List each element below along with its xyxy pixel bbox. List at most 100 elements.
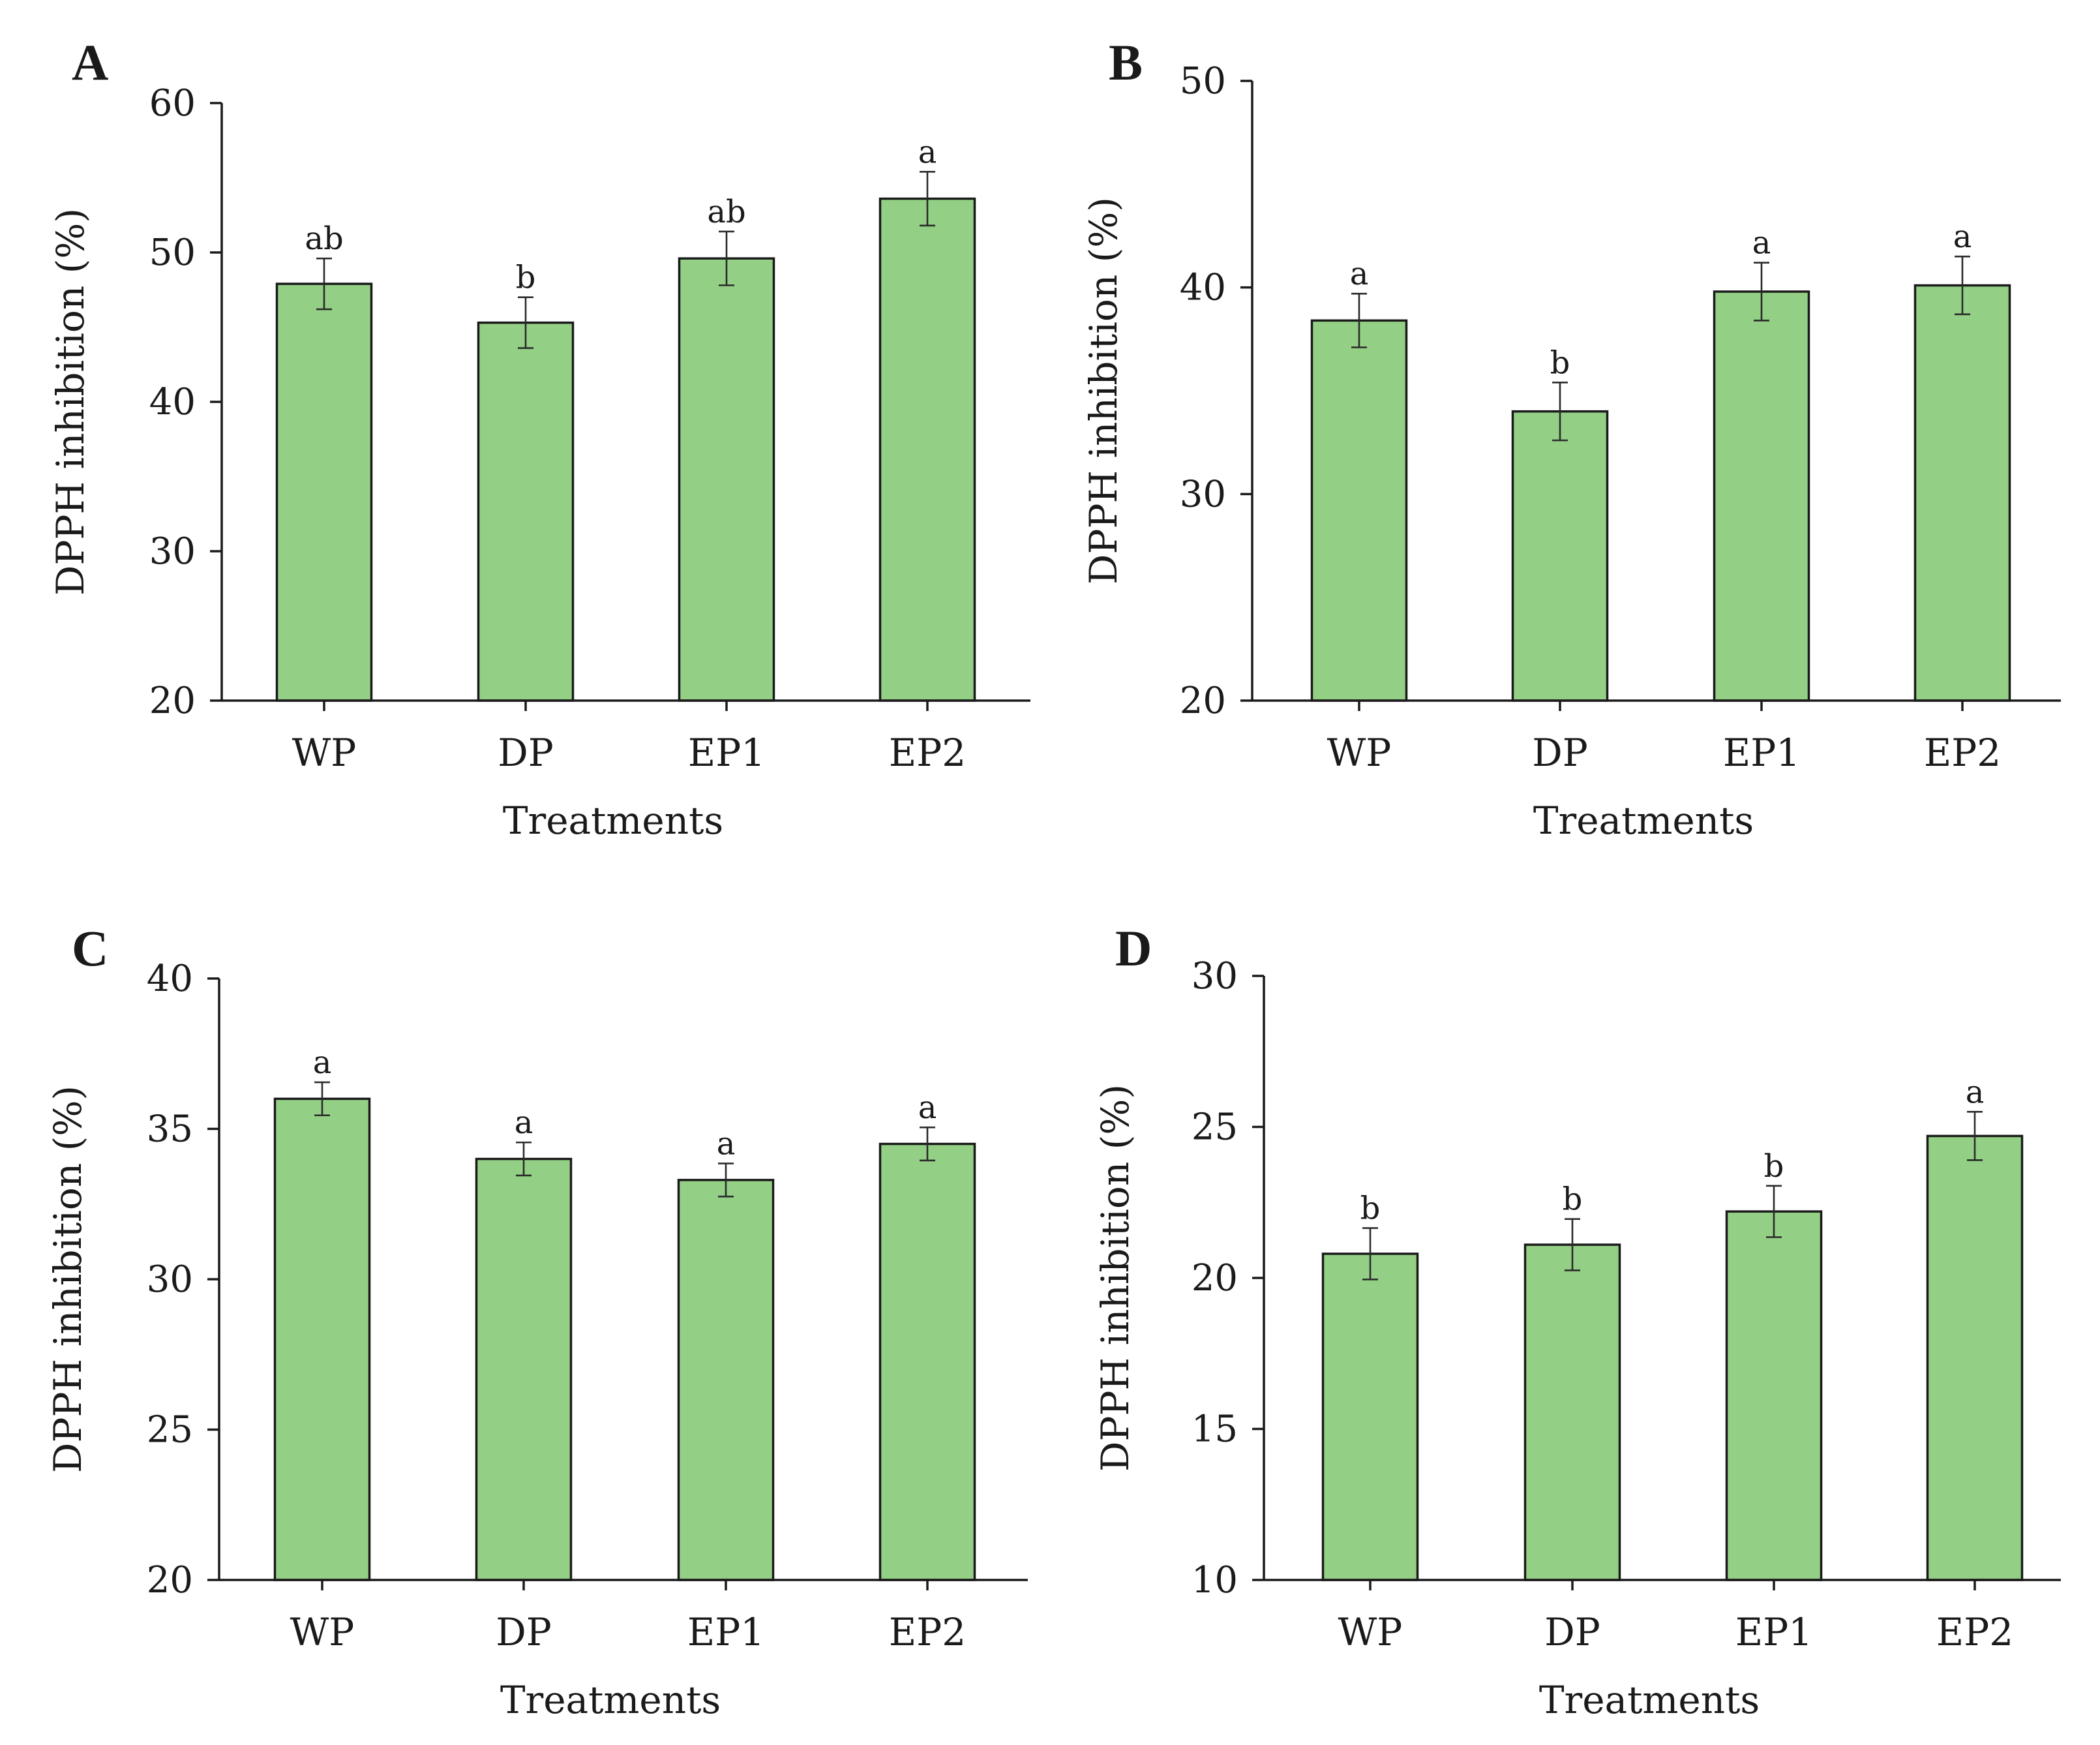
panel-d-bar-wp bbox=[1321, 1252, 1419, 1581]
panel-b-bar-ep2 bbox=[1913, 284, 2011, 702]
panel-a-y-tick-label: 40 bbox=[149, 381, 196, 423]
panel-b-error-bar-ep1 bbox=[1754, 262, 1769, 322]
panel-b-significance-ep1: a bbox=[1752, 225, 1771, 262]
panel-c-x-axis-title: Treatments bbox=[500, 1678, 721, 1722]
panel-a-bar-ep2 bbox=[878, 197, 976, 702]
panel-c-letter: C bbox=[72, 920, 108, 977]
panel-c-error-bar-ep2 bbox=[920, 1126, 935, 1162]
panel-a-y-tick-label: 60 bbox=[149, 82, 196, 125]
panel-a-bar-wp bbox=[275, 282, 373, 702]
panel-c-x-label-wp: WP bbox=[290, 1610, 355, 1654]
panel-b-y-tick-label: 40 bbox=[1180, 267, 1226, 309]
panel-c-bar-ep1 bbox=[677, 1179, 775, 1581]
panel-a-y-tick-label: 20 bbox=[149, 680, 196, 722]
panel-b-bar-wp bbox=[1310, 319, 1408, 702]
panel-a-significance-wp: ab bbox=[305, 220, 343, 257]
panel-c-y-tick-label: 40 bbox=[147, 958, 193, 1000]
panel-b-significance-wp: a bbox=[1350, 256, 1369, 292]
panel-b-error-bar-wp bbox=[1351, 292, 1367, 348]
panel-d-error-bar-dp bbox=[1565, 1218, 1580, 1271]
panel-b-significance-dp: b bbox=[1550, 344, 1570, 381]
panel-b-x-label-wp: WP bbox=[1327, 731, 1392, 775]
panel-c-error-bar-wp bbox=[314, 1081, 330, 1117]
panel-b-y-tick-label: 20 bbox=[1180, 680, 1226, 722]
panel-b-y-tick-label: 30 bbox=[1180, 473, 1226, 515]
panel-c-error-bar-ep1 bbox=[718, 1162, 734, 1198]
panel-b-y-tick-label: 50 bbox=[1180, 60, 1226, 102]
panel-a-x-label-ep2: EP2 bbox=[889, 731, 966, 775]
panel-b-error-bar-dp bbox=[1552, 382, 1568, 442]
panel-a-significance-ep1: ab bbox=[707, 194, 745, 230]
panel-c-y-tick-label: 25 bbox=[147, 1409, 193, 1451]
panel-c-significance-ep2: a bbox=[918, 1089, 937, 1126]
panel-a-error-bar-dp bbox=[518, 296, 533, 349]
panel-d-x-label-ep2: EP2 bbox=[1936, 1610, 2013, 1654]
panel-c: Ca WP a DP a EP1 a EP2 20 25 30 35 40 Treatments DPPH … bbox=[46, 920, 1028, 1722]
panel-d-significance-ep1: b bbox=[1764, 1148, 1784, 1185]
panel-d-error-bar-wp bbox=[1362, 1227, 1378, 1281]
panel-a-x-label-dp: DP bbox=[498, 731, 554, 775]
panel-a: Aab WP b DP ab EP1 a EP2 20 30 40 50 60 Treatments DPP… bbox=[48, 34, 1030, 843]
panel-c-bar-ep2 bbox=[878, 1142, 976, 1581]
panel-d-bar-ep1 bbox=[1725, 1210, 1823, 1581]
panel-d-significance-wp: b bbox=[1360, 1191, 1381, 1227]
panel-d-significance-dp: b bbox=[1563, 1181, 1583, 1218]
panel-a-x-label-ep1: EP1 bbox=[688, 731, 765, 775]
panel-b-significance-ep2: a bbox=[1953, 219, 1972, 255]
panel-d-x-label-wp: WP bbox=[1338, 1610, 1403, 1654]
panel-c-y-axis-title: DPPH inhibition (%) bbox=[46, 1085, 90, 1473]
panel-c-significance-ep1: a bbox=[717, 1126, 736, 1162]
panel-a-y-tick-label: 30 bbox=[149, 530, 196, 573]
panel-b-x-label-dp: DP bbox=[1532, 731, 1588, 775]
panel-c-bar-dp bbox=[475, 1157, 573, 1581]
panel-c-significance-dp: a bbox=[515, 1104, 533, 1141]
panel-d-y-tick-label: 20 bbox=[1192, 1257, 1238, 1299]
panel-d-x-label-ep1: EP1 bbox=[1735, 1610, 1812, 1654]
panel-a-letter: A bbox=[72, 34, 108, 91]
panel-b-bar-ep1 bbox=[1713, 290, 1810, 702]
panel-b-error-bar-ep2 bbox=[1955, 255, 1970, 316]
panel-c-y-tick-label: 30 bbox=[147, 1258, 193, 1301]
panel-b-letter: B bbox=[1109, 34, 1143, 91]
panel-b-bar-dp bbox=[1511, 410, 1609, 702]
panel-c-y-tick-label: 20 bbox=[147, 1559, 193, 1601]
panel-a-bar-ep1 bbox=[678, 257, 775, 702]
panel-c-x-label-dp: DP bbox=[496, 1610, 552, 1654]
panel-b-x-axis-title: Treatments bbox=[1533, 798, 1754, 843]
panel-b-x-label-ep1: EP1 bbox=[1723, 731, 1800, 775]
panel-a-x-axis-title: Treatments bbox=[503, 798, 723, 843]
panel-a-y-tick-label: 50 bbox=[149, 232, 196, 274]
panel-d-y-tick-label: 10 bbox=[1192, 1559, 1238, 1601]
panel-a-error-bar-ep1 bbox=[719, 230, 734, 286]
panel-c-bar-wp bbox=[273, 1097, 371, 1581]
panel-d-error-bar-ep1 bbox=[1766, 1185, 1782, 1238]
panel-a-error-bar-wp bbox=[316, 257, 332, 311]
panel-d-x-label-dp: DP bbox=[1544, 1610, 1600, 1654]
panel-c-x-label-ep1: EP1 bbox=[687, 1610, 764, 1654]
panel-d-y-tick-label: 30 bbox=[1192, 955, 1238, 997]
panel-d-error-bar-ep2 bbox=[1967, 1111, 1983, 1161]
panel-d-bar-ep2 bbox=[1926, 1134, 2024, 1581]
panel-d-y-axis-title: DPPH inhibition (%) bbox=[1093, 1084, 1137, 1472]
panel-a-x-label-wp: WP bbox=[292, 731, 357, 775]
panel-c-error-bar-dp bbox=[516, 1141, 532, 1177]
panel-d-letter: D bbox=[1115, 920, 1152, 977]
panel-d: Db WP b DP b EP1 a EP2 10 15 20 25 30 Treatments DPPH … bbox=[1093, 920, 2061, 1722]
panel-a-y-axis-title: DPPH inhibition (%) bbox=[48, 208, 93, 596]
panel-b-y-axis-title: DPPH inhibition (%) bbox=[1081, 197, 1126, 584]
panel-c-y-tick-label: 35 bbox=[147, 1108, 193, 1151]
panel-b-x-label-ep2: EP2 bbox=[1924, 731, 2001, 775]
panel-a-error-bar-ep2 bbox=[920, 171, 935, 227]
panel-a-significance-dp: b bbox=[516, 260, 536, 296]
panel-c-x-label-ep2: EP2 bbox=[889, 1610, 966, 1654]
panel-c-significance-wp: a bbox=[313, 1044, 332, 1081]
panel-d-significance-ep2: a bbox=[1966, 1074, 1985, 1110]
panel-a-bar-dp bbox=[477, 321, 575, 702]
panel-d-x-axis-title: Treatments bbox=[1539, 1678, 1760, 1722]
panel-d-y-tick-label: 25 bbox=[1192, 1106, 1238, 1149]
panel-a-significance-ep2: a bbox=[918, 134, 937, 170]
panel-b: Ba WP b DP a EP1 a EP2 20 30 40 50 Treatments DPPH in… bbox=[1081, 34, 2061, 843]
panel-d-y-tick-label: 15 bbox=[1192, 1408, 1238, 1451]
